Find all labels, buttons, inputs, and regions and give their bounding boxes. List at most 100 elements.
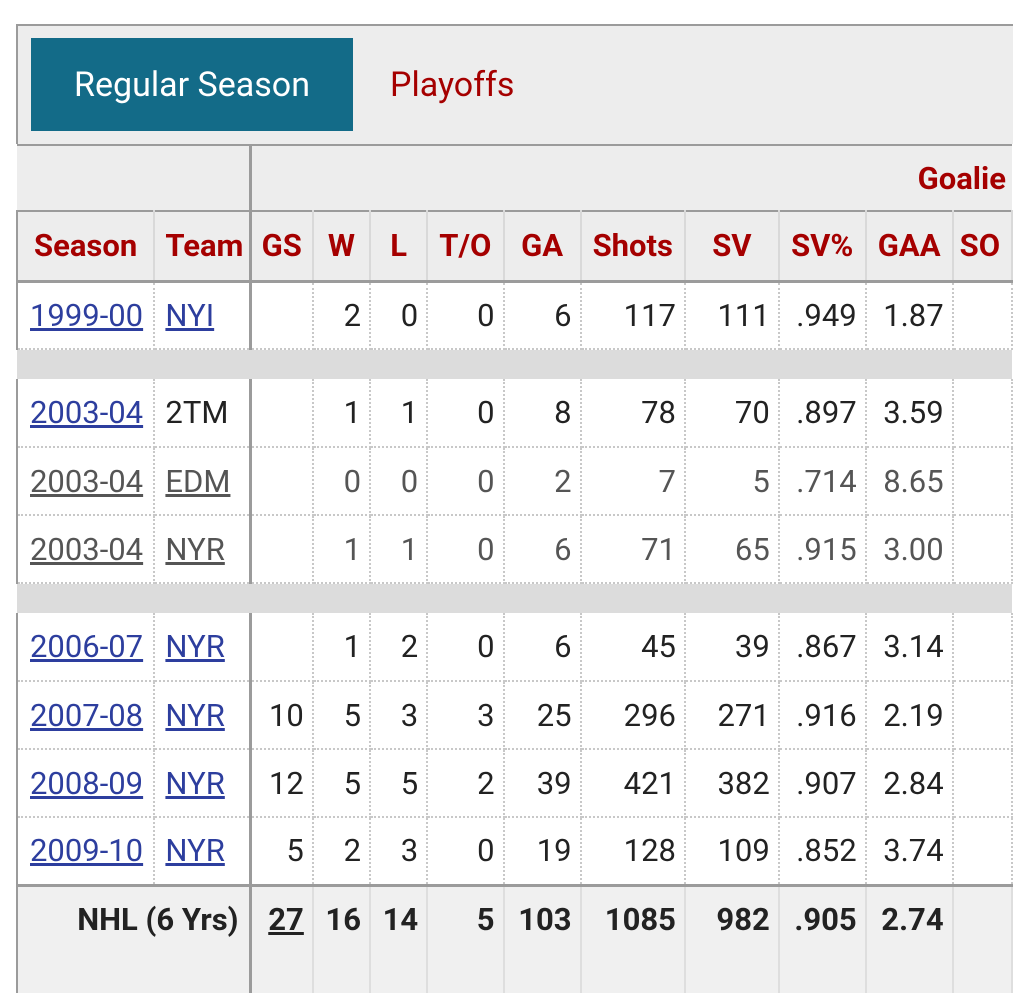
cell-l: 5 — [370, 749, 429, 818]
col-season[interactable]: Season — [15, 210, 156, 283]
cell-svpct: .907 — [778, 749, 867, 818]
team-link[interactable]: NYI — [165, 296, 215, 334]
cutoff-row — [15, 953, 1013, 993]
cell-gaa: 3.00 — [865, 515, 954, 584]
team-cell: 2TM — [154, 379, 252, 448]
team-link[interactable]: NYR — [165, 832, 225, 870]
cell-gaa: 2.19 — [865, 681, 954, 750]
season-link[interactable]: 2008-09 — [30, 764, 144, 802]
cutoff-w — [312, 953, 372, 993]
col-svpct[interactable]: SV% — [778, 210, 867, 283]
cell-gs: 12 — [248, 749, 314, 818]
cutoff-gs — [248, 953, 314, 993]
table-row: 1999-00 NYI 2 0 0 6 117 111 .949 1.87 — [15, 281, 1013, 350]
total-sv: 982 — [684, 883, 780, 953]
col-gaa[interactable]: GAA — [865, 210, 954, 283]
cell-to: 2 — [427, 749, 505, 818]
cell-l: 3 — [370, 681, 429, 750]
team-link[interactable]: NYR — [165, 530, 225, 568]
season-link[interactable]: 2009-10 — [30, 832, 144, 870]
cell-ga: 8 — [503, 379, 582, 448]
tab-playoffs[interactable]: Playoffs — [390, 64, 515, 105]
cutoff-l — [370, 953, 429, 993]
cell-to: 0 — [427, 379, 505, 448]
season-link[interactable]: 2007-08 — [30, 696, 144, 734]
season-link[interactable]: 1999-00 — [30, 296, 144, 334]
cell-sv: 111 — [684, 281, 780, 350]
cell-ga: 19 — [503, 817, 582, 886]
cell-so — [952, 379, 1013, 448]
col-team[interactable]: Team — [154, 210, 252, 283]
cell-gaa: 3.74 — [865, 817, 954, 886]
cell-svpct: .916 — [778, 681, 867, 750]
col-to[interactable]: T/O — [427, 210, 505, 283]
col-shots[interactable]: Shots — [580, 210, 686, 283]
cell-sv: 271 — [684, 681, 780, 750]
cell-svpct: .867 — [778, 613, 867, 682]
col-gs[interactable]: GS — [248, 210, 314, 283]
team-link[interactable]: NYR — [165, 764, 225, 802]
row-spacer — [17, 583, 1012, 613]
cell-w: 1 — [312, 515, 372, 584]
tab-regular-season[interactable]: Regular Season — [31, 38, 353, 131]
cell-sv: 109 — [684, 817, 780, 886]
season-link[interactable]: 2003-04 — [30, 530, 144, 568]
col-so[interactable]: SO — [952, 210, 1013, 283]
cell-ga: 6 — [503, 613, 582, 682]
cell-l: 2 — [370, 613, 429, 682]
total-svpct: .905 — [778, 883, 867, 953]
col-sv[interactable]: SV — [684, 210, 780, 283]
cell-w: 5 — [312, 681, 372, 750]
cell-svpct: .949 — [778, 281, 867, 350]
cell-l: 1 — [370, 379, 429, 448]
cutoff-label — [15, 953, 252, 993]
cell-so — [952, 447, 1013, 516]
season-link[interactable]: 2006-07 — [30, 628, 144, 665]
cell-shots: 71 — [580, 515, 686, 584]
total-w: 16 — [312, 883, 372, 953]
cell-svpct: .915 — [778, 515, 867, 584]
cell-gaa: 1.87 — [865, 281, 954, 350]
cutoff-to — [427, 953, 505, 993]
cell-l: 1 — [370, 515, 429, 584]
cell-sv: 5 — [684, 447, 780, 516]
cell-w: 1 — [312, 613, 372, 682]
season-link[interactable]: 2003-04 — [30, 462, 144, 500]
cell-gaa: 8.65 — [865, 447, 954, 516]
col-ga[interactable]: GA — [503, 210, 582, 283]
cell-to: 0 — [427, 281, 505, 350]
stats-tab-bar: Regular Season Playoffs — [16, 24, 1013, 144]
col-l[interactable]: L — [370, 210, 429, 283]
cell-ga: 6 — [503, 281, 582, 350]
cell-gaa: 3.59 — [865, 379, 954, 448]
total-so — [952, 883, 1013, 953]
cell-so — [952, 681, 1013, 750]
goalie-stats-table: Goalie Season Team GS W L T/O GA Shots S… — [15, 144, 1013, 993]
total-l: 14 — [370, 883, 429, 953]
team-link[interactable]: EDM — [165, 462, 231, 500]
cell-sv: 70 — [684, 379, 780, 448]
table-row: 2006-07 NYR 1 2 0 6 45 39 .867 3.14 — [15, 613, 1013, 682]
season-link[interactable]: 2003-04 — [30, 394, 144, 431]
team-link[interactable]: NYR — [165, 696, 225, 734]
table-row: 2003-04 NYR 1 1 0 6 71 65 .915 3.00 — [15, 515, 1013, 584]
group-header-blank — [17, 144, 251, 211]
total-label: NHL (6 Yrs) — [15, 883, 252, 953]
total-to: 5 — [427, 883, 505, 953]
total-gs-link[interactable]: 27 — [268, 901, 304, 939]
cutoff-gaa — [865, 953, 954, 993]
cell-gs: 10 — [248, 681, 314, 750]
cell-svpct: .852 — [778, 817, 867, 886]
cutoff-ga — [503, 953, 582, 993]
cell-so — [952, 613, 1013, 682]
cell-gs — [248, 613, 314, 682]
table-row: 2003-04 EDM 0 0 0 2 7 5 .714 8.65 — [15, 447, 1013, 516]
table-row: 2003-04 2TM 1 1 0 8 78 70 .897 3.59 — [15, 379, 1013, 448]
cell-so — [952, 749, 1013, 818]
col-w[interactable]: W — [312, 210, 372, 283]
cell-w: 2 — [312, 281, 372, 350]
cell-w: 5 — [312, 749, 372, 818]
cell-sv: 39 — [684, 613, 780, 682]
team-link[interactable]: NYR — [165, 628, 225, 665]
total-shots: 1085 — [580, 883, 686, 953]
